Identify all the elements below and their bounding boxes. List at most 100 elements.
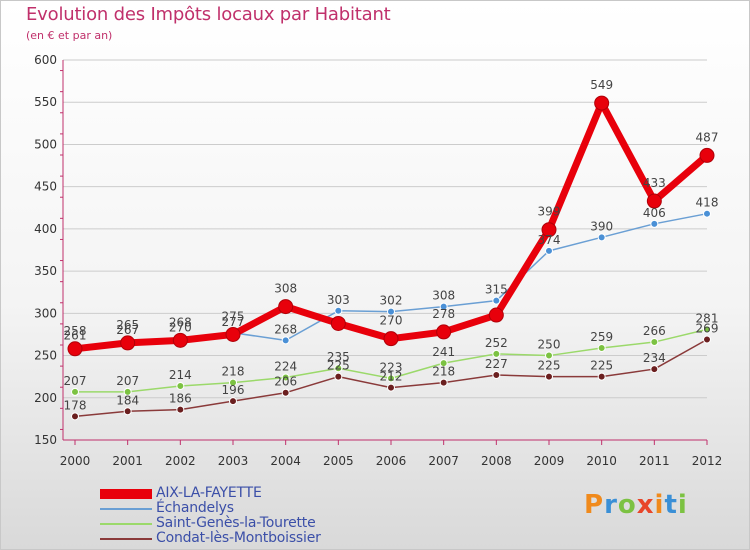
data-point <box>334 364 343 373</box>
y-tick-label: 200 <box>34 391 57 405</box>
data-point <box>229 397 237 406</box>
data-point <box>120 335 136 351</box>
data-label: 207 <box>116 374 139 388</box>
data-point <box>71 412 79 421</box>
data-label: 261 <box>64 328 87 342</box>
logo-letter: i <box>677 490 688 520</box>
data-label: 281 <box>696 311 719 325</box>
x-tick-label: 2003 <box>218 454 249 468</box>
x-tick-label: 2001 <box>112 454 143 468</box>
data-label: 268 <box>169 315 192 329</box>
data-label: 214 <box>169 368 192 382</box>
x-tick-label: 2012 <box>692 454 723 468</box>
data-point <box>594 95 610 111</box>
data-point <box>646 193 662 209</box>
x-tick-label: 2004 <box>270 454 301 468</box>
data-point <box>650 338 659 347</box>
data-point <box>278 299 294 315</box>
data-label: 241 <box>432 345 455 359</box>
data-label: 277 <box>222 315 245 329</box>
data-point <box>492 370 501 379</box>
legend-label: Condat-lès-Montboissier <box>156 530 321 546</box>
data-point <box>597 372 606 381</box>
x-tick-label: 2011 <box>639 454 670 468</box>
data-point <box>383 331 399 347</box>
data-point <box>123 407 132 416</box>
data-label: 487 <box>696 130 719 144</box>
data-label: 250 <box>538 338 561 352</box>
data-point <box>650 365 659 374</box>
chart-subtitle: (en € et par an) <box>26 29 113 42</box>
data-point <box>123 387 132 396</box>
x-tick-label: 2010 <box>586 454 617 468</box>
data-point <box>439 359 448 368</box>
data-label: 178 <box>64 398 87 412</box>
data-point <box>597 343 606 352</box>
data-label: 225 <box>327 359 350 373</box>
data-label: 252 <box>485 336 508 350</box>
data-label: 234 <box>643 351 666 365</box>
data-label: 278 <box>432 307 455 321</box>
data-label: 549 <box>590 78 613 92</box>
data-label: 223 <box>380 360 403 374</box>
data-label: 212 <box>380 370 403 384</box>
data-label: 302 <box>380 294 403 308</box>
logo-letter: P <box>584 490 605 520</box>
data-point <box>387 383 395 392</box>
legend-label: Échandelys <box>156 500 234 516</box>
data-point <box>67 341 83 357</box>
data-point <box>439 302 448 311</box>
y-tick-label: 300 <box>34 306 57 320</box>
data-point <box>176 381 185 390</box>
data-label: 374 <box>538 233 561 247</box>
data-point <box>492 296 501 305</box>
data-point <box>545 372 553 381</box>
data-label: 265 <box>116 318 139 332</box>
data-label: 418 <box>696 196 719 210</box>
data-point <box>703 209 711 218</box>
y-tick-label: 350 <box>34 264 57 278</box>
data-label: 186 <box>169 392 192 406</box>
legend-swatch <box>100 508 152 510</box>
data-label: 259 <box>590 330 613 344</box>
data-point <box>703 325 711 334</box>
x-tick-label: 2005 <box>323 454 354 468</box>
y-tick-label: 400 <box>34 222 57 236</box>
data-point <box>488 307 504 323</box>
y-tick-label: 600 <box>34 53 57 67</box>
x-tick-label: 2006 <box>376 454 407 468</box>
legend-swatch <box>100 538 152 540</box>
data-point <box>439 378 448 387</box>
data-label: 315 <box>485 283 508 297</box>
data-label: 270 <box>380 314 403 328</box>
data-label: 218 <box>432 365 455 379</box>
y-tick-label: 500 <box>34 137 57 151</box>
data-point <box>541 222 557 238</box>
data-point <box>172 332 188 348</box>
data-label: 268 <box>274 322 297 336</box>
legend-label: Saint-Genès-la-Tourette <box>156 515 316 531</box>
data-label: 406 <box>643 206 666 220</box>
data-label: 269 <box>696 322 719 336</box>
data-label: 196 <box>222 383 245 397</box>
data-label: 275 <box>222 309 245 323</box>
y-tick-label: 550 <box>34 95 57 109</box>
data-label: 258 <box>64 324 87 338</box>
y-tick-label: 250 <box>34 349 57 363</box>
data-label: 390 <box>590 219 613 233</box>
data-point <box>597 233 606 242</box>
legend-label: AIX-LA-FAYETTE <box>156 485 262 501</box>
data-point <box>176 405 185 414</box>
data-point <box>281 373 290 382</box>
chart-title: Evolution des Impôts locaux par Habitant <box>26 4 391 25</box>
data-point <box>387 374 395 383</box>
data-point <box>703 335 711 344</box>
data-label: 227 <box>485 357 508 371</box>
data-point <box>225 326 241 342</box>
x-tick-label: 2000 <box>60 454 91 468</box>
y-tick-label: 150 <box>34 433 57 447</box>
data-label: 308 <box>274 282 297 296</box>
x-tick-label: 2009 <box>534 454 565 468</box>
logo-letter: r <box>604 490 618 520</box>
